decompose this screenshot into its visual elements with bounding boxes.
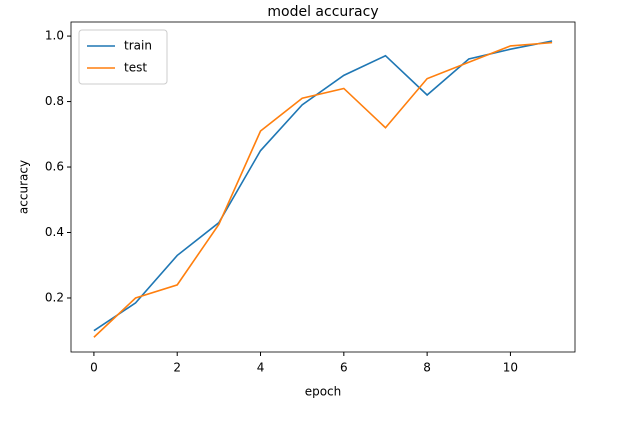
x-tick-label: 4 [257, 361, 265, 375]
line-series [93, 41, 553, 338]
x-tick-label: 8 [423, 361, 431, 375]
x-tick-label: 6 [340, 361, 348, 375]
chart-title: model accuracy [267, 4, 378, 20]
legend: train test [78, 29, 168, 85]
y-axis-label: accuracy [17, 160, 31, 214]
y-tick-label: 0.6 [45, 160, 64, 174]
legend-box [78, 29, 168, 85]
plot-frame [70, 21, 576, 353]
x-axis-label: epoch [305, 385, 342, 399]
y-tick-label: 0.2 [45, 290, 64, 304]
legend-label: test [124, 61, 147, 75]
y-tick-label: 0.8 [45, 94, 64, 108]
y-tick-label: 0.4 [45, 225, 64, 239]
line-series [93, 40, 553, 332]
legend-label: train [124, 39, 152, 53]
y-tick-label: 1.0 [45, 29, 64, 43]
x-tick-label: 0 [90, 361, 98, 375]
x-tick-label: 2 [173, 361, 181, 375]
x-tick-label: 10 [503, 361, 518, 375]
